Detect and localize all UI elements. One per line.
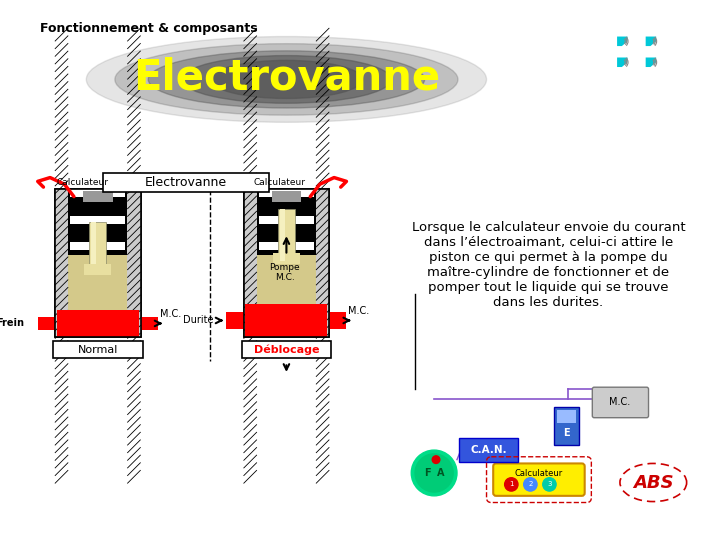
Text: M.C.: M.C. (160, 309, 181, 319)
Ellipse shape (210, 60, 363, 98)
FancyBboxPatch shape (278, 209, 294, 261)
Text: Normal: Normal (78, 345, 118, 355)
FancyBboxPatch shape (243, 189, 257, 337)
Text: Déblocage: Déblocage (253, 345, 319, 355)
FancyBboxPatch shape (271, 191, 301, 202)
FancyBboxPatch shape (68, 189, 127, 337)
Text: C.A.N.: C.A.N. (470, 445, 507, 455)
Circle shape (543, 478, 556, 491)
Text: Electrovanne: Electrovanne (145, 176, 227, 189)
Text: Calculateur: Calculateur (253, 178, 305, 186)
Text: F: F (424, 468, 431, 478)
Polygon shape (617, 37, 628, 46)
FancyBboxPatch shape (70, 242, 125, 250)
Circle shape (411, 450, 457, 496)
Ellipse shape (181, 56, 391, 103)
Circle shape (505, 478, 518, 491)
Text: Calculateur: Calculateur (57, 178, 109, 186)
FancyBboxPatch shape (83, 191, 112, 202)
Circle shape (523, 478, 537, 491)
Text: 3: 3 (547, 481, 552, 488)
FancyBboxPatch shape (257, 189, 316, 255)
FancyBboxPatch shape (127, 189, 140, 337)
FancyBboxPatch shape (140, 317, 158, 330)
Text: Fonctionnement & composants: Fonctionnement & composants (40, 22, 257, 35)
Text: Pompe
M.C.: Pompe M.C. (269, 263, 300, 282)
FancyBboxPatch shape (68, 189, 127, 255)
Polygon shape (617, 57, 628, 67)
FancyBboxPatch shape (57, 310, 139, 337)
Polygon shape (646, 57, 656, 67)
FancyBboxPatch shape (329, 312, 346, 328)
FancyBboxPatch shape (280, 209, 285, 261)
Text: M.C.: M.C. (609, 397, 631, 408)
FancyBboxPatch shape (70, 189, 125, 197)
FancyBboxPatch shape (246, 304, 328, 337)
FancyBboxPatch shape (226, 312, 243, 328)
FancyBboxPatch shape (257, 189, 316, 337)
Text: 2: 2 (528, 481, 533, 488)
FancyBboxPatch shape (258, 242, 314, 250)
Polygon shape (646, 37, 656, 46)
FancyBboxPatch shape (102, 173, 269, 192)
FancyBboxPatch shape (242, 341, 331, 357)
Text: Lorsque le calculateur envoie du courant
dans l’électroaimant, celui-ci attire l: Lorsque le calculateur envoie du courant… (412, 221, 685, 309)
FancyBboxPatch shape (593, 387, 649, 418)
Ellipse shape (115, 44, 458, 115)
Circle shape (415, 454, 453, 492)
FancyBboxPatch shape (55, 189, 140, 337)
FancyBboxPatch shape (70, 215, 125, 224)
FancyBboxPatch shape (316, 189, 329, 337)
FancyBboxPatch shape (557, 410, 576, 423)
Circle shape (432, 456, 440, 463)
Ellipse shape (86, 37, 487, 122)
Text: Calculateur: Calculateur (515, 469, 563, 478)
FancyBboxPatch shape (89, 222, 106, 264)
Text: Durite: Durite (183, 315, 213, 326)
Text: Frein: Frein (0, 319, 24, 328)
FancyBboxPatch shape (554, 407, 579, 446)
Text: ABS: ABS (633, 474, 674, 491)
FancyBboxPatch shape (91, 222, 96, 264)
FancyBboxPatch shape (55, 189, 68, 337)
FancyBboxPatch shape (459, 438, 518, 462)
FancyBboxPatch shape (493, 463, 585, 496)
FancyBboxPatch shape (37, 317, 55, 330)
FancyBboxPatch shape (258, 189, 314, 197)
Ellipse shape (148, 51, 425, 108)
Text: M.C.: M.C. (348, 306, 369, 316)
Text: 1: 1 (509, 481, 513, 488)
FancyBboxPatch shape (258, 215, 314, 224)
Text: A: A (437, 468, 444, 478)
Text: Electrovanne: Electrovanne (133, 57, 440, 98)
FancyBboxPatch shape (243, 189, 329, 337)
FancyBboxPatch shape (84, 264, 111, 275)
Text: E: E (563, 428, 570, 438)
FancyBboxPatch shape (273, 253, 300, 265)
FancyBboxPatch shape (53, 341, 143, 357)
